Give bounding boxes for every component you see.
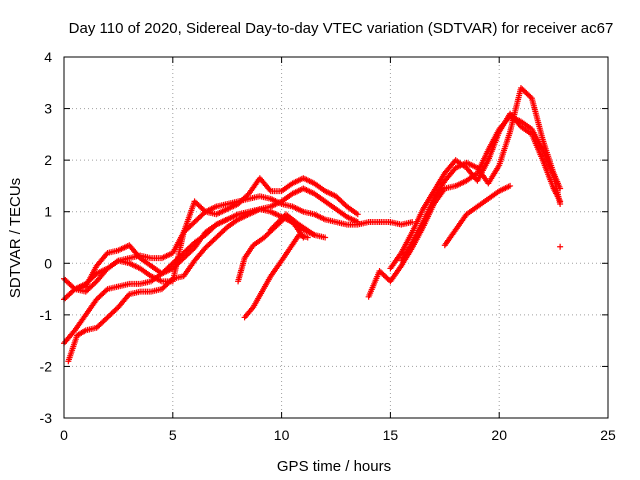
y-tick-label: -3: [40, 410, 53, 426]
data-point: [507, 182, 514, 189]
x-tick-label: 5: [169, 427, 177, 443]
data-point: [304, 234, 311, 241]
y-tick-label: -2: [40, 358, 53, 374]
x-tick-label: 10: [274, 427, 290, 443]
x-axis-label: GPS time / hours: [277, 458, 391, 475]
data-point: [527, 93, 534, 100]
data-point: [409, 219, 416, 226]
plot-frame: [63, 56, 609, 419]
tick-labels: 0 5 10 15 20 25 -3 -2 -1 0 1 2 3 4: [40, 49, 616, 443]
data-point: [354, 219, 361, 226]
data-point: [322, 234, 329, 241]
data-point: [557, 185, 564, 192]
data-points: [61, 84, 564, 365]
x-tick-label: 0: [60, 427, 68, 443]
data-point: [224, 216, 231, 223]
x-tick-label: 15: [383, 427, 399, 443]
data-point: [354, 211, 361, 218]
data-point: [103, 287, 110, 294]
x-tick-label: 20: [491, 427, 507, 443]
data-point: [168, 277, 175, 284]
y-tick-label: -1: [40, 307, 53, 323]
data-point: [201, 207, 208, 214]
x-tick-label: 25: [600, 427, 616, 443]
y-tick-label: 0: [44, 255, 52, 271]
y-tick-label: 4: [44, 49, 52, 65]
y-axis-label: SDTVAR / TECUs: [7, 178, 24, 298]
y-tick-label: 3: [44, 101, 52, 117]
data-point: [557, 243, 564, 250]
y-tick-label: 1: [44, 204, 52, 220]
data-point: [557, 198, 564, 205]
y-tick-label: 2: [44, 152, 52, 168]
chart-title: Day 110 of 2020, Sidereal Day-to-day VTE…: [69, 20, 614, 37]
